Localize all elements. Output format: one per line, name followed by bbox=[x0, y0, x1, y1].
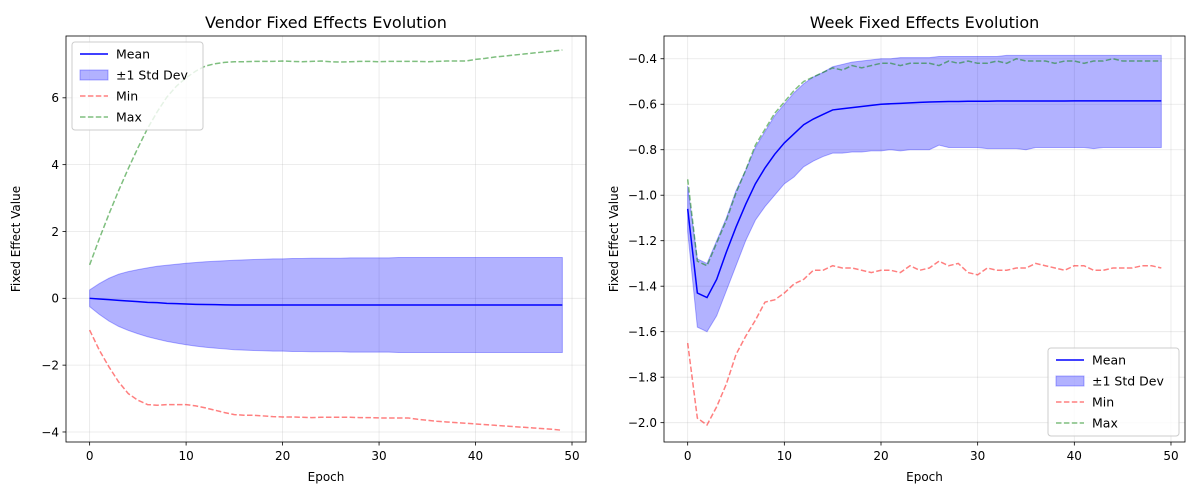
legend-label: Max bbox=[1092, 416, 1118, 431]
x-tick-label: 20 bbox=[873, 449, 888, 463]
y-tick-label: 0 bbox=[51, 292, 59, 306]
max-series-line bbox=[686, 57, 1162, 267]
week-fixed-effects-chart: 0 10 20 30 40 50 −2.0 −1.8 −1.6 −1.4 −1.2 −1.0 −0.8 −… bbox=[607, 13, 1186, 484]
x-tick-label: 20 bbox=[275, 449, 290, 463]
mean-series-line bbox=[686, 100, 1162, 299]
vendor-fixed-effects-chart: 0 10 20 30 40 50 −4 −2 0 2 4 6 Vendor Fixed Effects … bbox=[9, 13, 587, 484]
x-tick-label: 0 bbox=[684, 449, 692, 463]
min-series-line bbox=[686, 260, 1162, 427]
max-series-line bbox=[88, 49, 563, 266]
legend-label: Mean bbox=[116, 47, 150, 62]
y-tick-label: −1.2 bbox=[628, 234, 657, 248]
legend-label: ±1 Std Dev bbox=[1092, 374, 1164, 389]
y-tick-label: −0.8 bbox=[628, 143, 657, 157]
y-axis-label: Fixed Effect Value bbox=[9, 186, 23, 292]
y-tick-label: −2 bbox=[41, 358, 59, 372]
x-tick-label: 0 bbox=[86, 449, 94, 463]
x-tick-label: 10 bbox=[777, 449, 792, 463]
x-tick-label: 50 bbox=[564, 449, 579, 463]
legend-box bbox=[71, 41, 204, 131]
y-tick-label: −1.4 bbox=[628, 279, 657, 293]
x-tick-label: 30 bbox=[970, 449, 985, 463]
x-tick-label: 50 bbox=[1163, 449, 1178, 463]
x-axis-label: Epoch bbox=[906, 470, 943, 484]
x-tick-label: 30 bbox=[371, 449, 386, 463]
y-tick-label: −1.0 bbox=[628, 189, 657, 203]
y-tick-label: 2 bbox=[51, 225, 59, 239]
y-tick-label: −2.0 bbox=[628, 416, 657, 430]
x-tick-label: 10 bbox=[178, 449, 193, 463]
y-tick-label: −1.6 bbox=[628, 325, 657, 339]
legend-label: Max bbox=[116, 110, 142, 125]
mean-series-line bbox=[89, 297, 563, 306]
legend-band-swatch bbox=[1055, 375, 1085, 387]
axes-frame bbox=[663, 35, 1186, 443]
y-tick-label: 6 bbox=[51, 91, 59, 105]
chart-title: Week Fixed Effects Evolution bbox=[810, 13, 1040, 32]
y-tick-label: 4 bbox=[51, 158, 59, 172]
y-tick-label: −1.8 bbox=[628, 370, 657, 384]
grid bbox=[664, 36, 1185, 442]
chart-title: Vendor Fixed Effects Evolution bbox=[205, 13, 447, 32]
legend-label: Mean bbox=[1092, 353, 1126, 368]
x-axis-label: Epoch bbox=[308, 470, 345, 484]
y-axis-label: Fixed Effect Value bbox=[607, 186, 621, 292]
legend-box bbox=[1047, 347, 1180, 437]
std-dev-band bbox=[687, 54, 1162, 333]
legend: Mean ±1 Std Dev Min Max bbox=[1047, 347, 1180, 437]
legend: Mean ±1 Std Dev Min Max bbox=[71, 41, 204, 131]
legend-band-swatch bbox=[79, 69, 109, 81]
axes-frame bbox=[65, 35, 587, 443]
x-tick-label: 40 bbox=[1067, 449, 1082, 463]
min-series-line bbox=[88, 329, 563, 432]
legend-label: ±1 Std Dev bbox=[116, 68, 188, 83]
y-tick-label: −0.6 bbox=[628, 98, 657, 112]
x-tick-label: 40 bbox=[468, 449, 483, 463]
y-tick-label: −4 bbox=[41, 425, 59, 439]
y-tick-label: −0.4 bbox=[628, 52, 657, 66]
legend-label: Min bbox=[1092, 395, 1114, 410]
legend-label: Min bbox=[116, 89, 138, 104]
